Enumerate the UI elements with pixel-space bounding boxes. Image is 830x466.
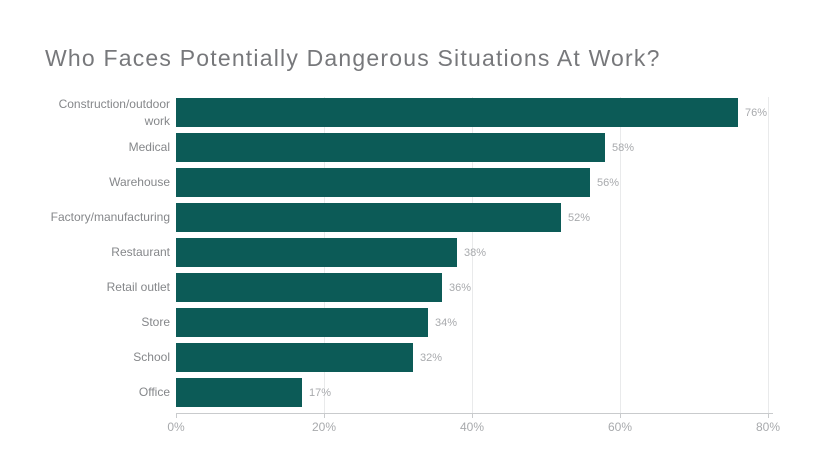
x-axis-tick [768,414,769,418]
x-axis-tick [176,414,177,418]
bar [176,133,605,162]
value-label: 36% [449,281,472,294]
category-label: Factory/manufacturing [50,210,170,224]
category-label: Office [138,385,170,399]
value-label: 52% [568,211,591,224]
x-axis-tick-label: 40% [459,420,485,434]
value-label: 17% [309,386,332,399]
category-label: Retail outlet [106,280,170,294]
x-axis-tick-label: 0% [167,420,185,434]
value-label: 32% [420,351,443,364]
x-axis-tick [472,414,473,418]
bar [176,273,442,302]
bar [176,308,428,337]
value-label: 76% [745,106,768,119]
category-label: Construction/outdoor work [58,96,170,128]
bar [176,168,590,197]
value-label: 56% [597,176,620,189]
bar [176,343,413,372]
x-axis-line [176,413,773,414]
bar [176,378,302,407]
x-axis-tick-label: 80% [755,420,781,434]
gridline [620,97,621,413]
category-label: Medical [128,140,170,154]
category-label: Store [141,315,170,329]
category-label: Restaurant [111,245,170,259]
x-axis-tick-label: 20% [311,420,337,434]
bar [176,203,561,232]
x-axis-tick [620,414,621,418]
value-label: 34% [435,316,458,329]
x-axis-tick [324,414,325,418]
x-axis-tick-label: 60% [607,420,633,434]
bar [176,98,738,127]
gridline [472,97,473,413]
category-label: Warehouse [109,175,170,189]
category-label: School [133,350,170,364]
chart-title: Who Faces Potentially Dangerous Situatio… [45,45,661,71]
bar [176,238,457,267]
value-label: 38% [464,246,487,259]
value-label: 58% [612,141,635,154]
gridline [768,97,769,413]
